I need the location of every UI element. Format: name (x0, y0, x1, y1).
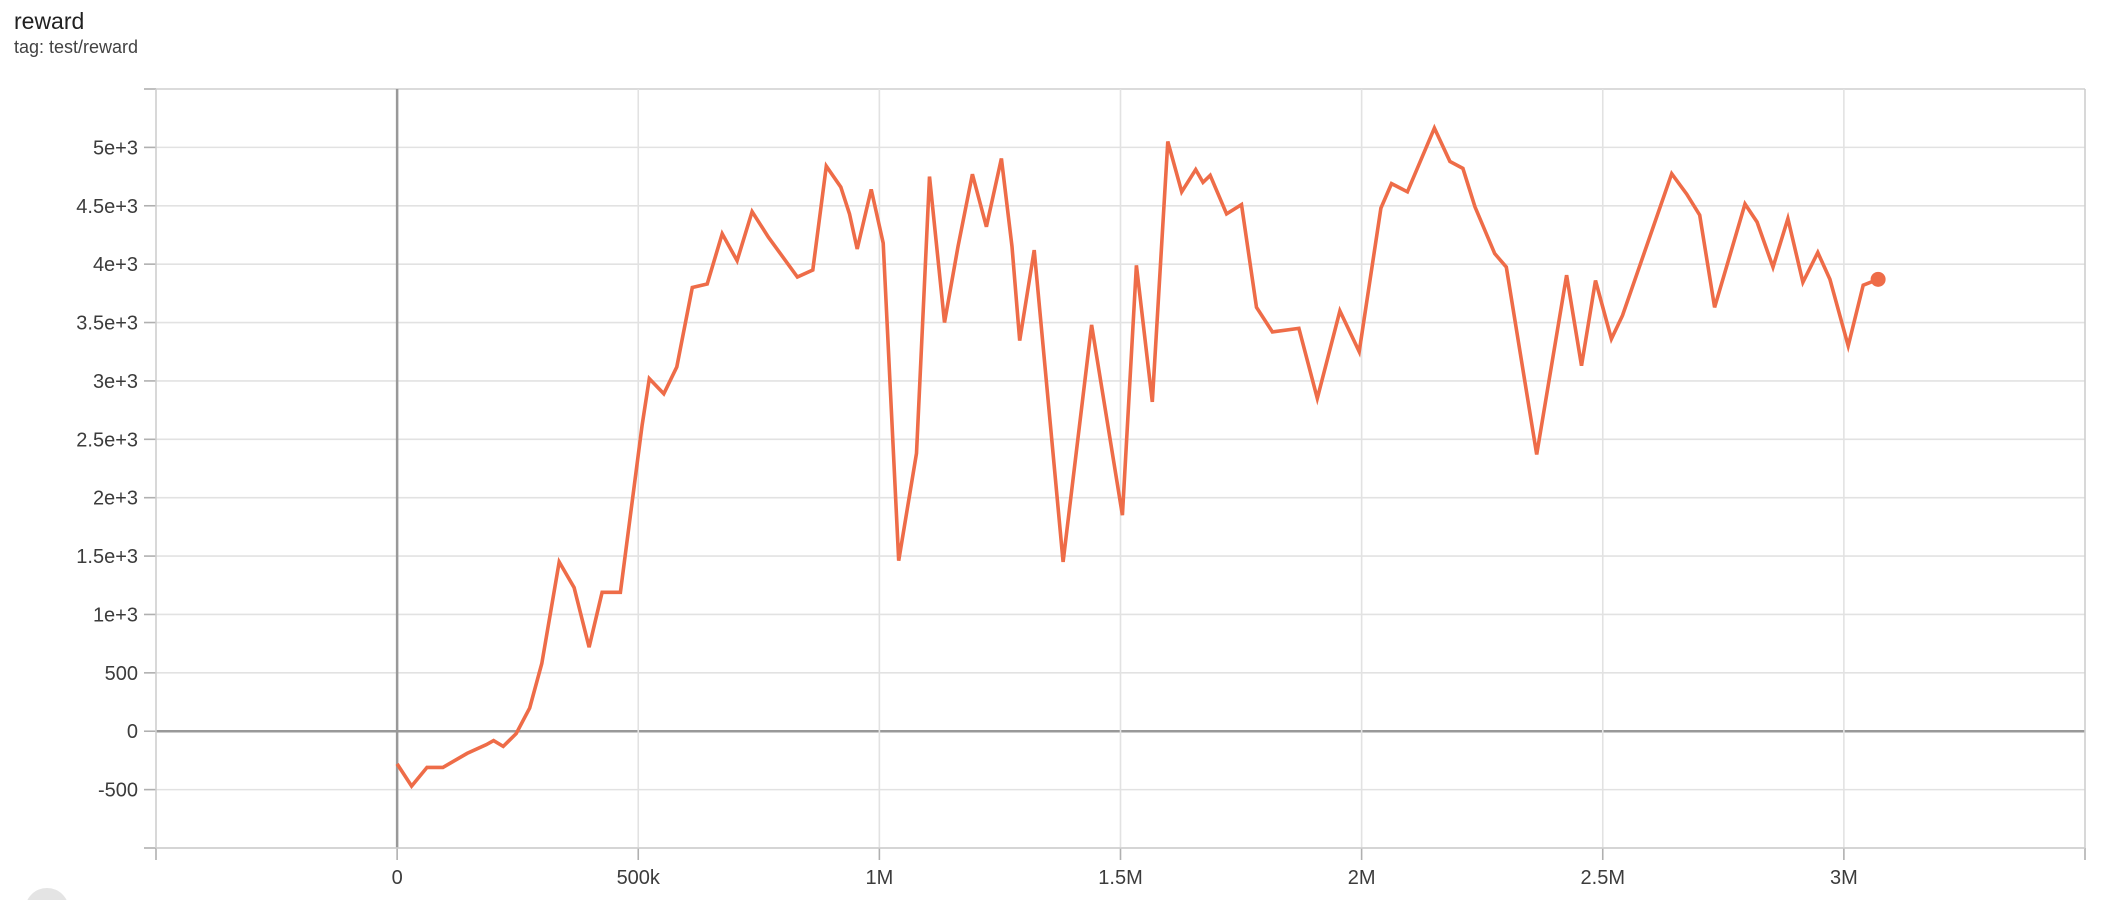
y-tick-label: 3e+3 (93, 371, 138, 393)
chart-header: reward tag: test/reward (14, 8, 138, 59)
y-tick-label: -500 (98, 780, 138, 802)
y-tick-label: 0 (127, 721, 138, 743)
y-tick-label: 3.5e+3 (76, 313, 138, 335)
y-tick-label: 2.5e+3 (76, 429, 138, 451)
series-line-test-reward[interactable] (395, 123, 1879, 790)
x-tick-label: 0 (392, 867, 403, 889)
x-tick-label: 1M (865, 867, 893, 889)
x-tick-label: 500k (617, 867, 661, 889)
chart-tag-label: tag: test/reward (14, 37, 139, 57)
x-tick-label: 2.5M (1581, 867, 1625, 889)
y-tick-label: 500 (105, 663, 138, 685)
x-tick-label: 1.5M (1098, 867, 1142, 889)
series-end-marker[interactable] (1870, 271, 1886, 287)
y-tick-label: 2e+3 (93, 488, 138, 510)
x-tick-label: 2M (1348, 867, 1376, 889)
y-tick-label: 1.5e+3 (76, 546, 138, 568)
y-tick-label: 1e+3 (93, 604, 138, 626)
y-tick-label: 4e+3 (93, 254, 138, 276)
chart-action-button[interactable] (25, 888, 69, 900)
y-tick-label: 5e+3 (93, 137, 138, 159)
y-tick-label: 4.5e+3 (76, 196, 138, 218)
x-tick-label: 3M (1830, 867, 1858, 889)
chart-title: reward (14, 8, 85, 34)
